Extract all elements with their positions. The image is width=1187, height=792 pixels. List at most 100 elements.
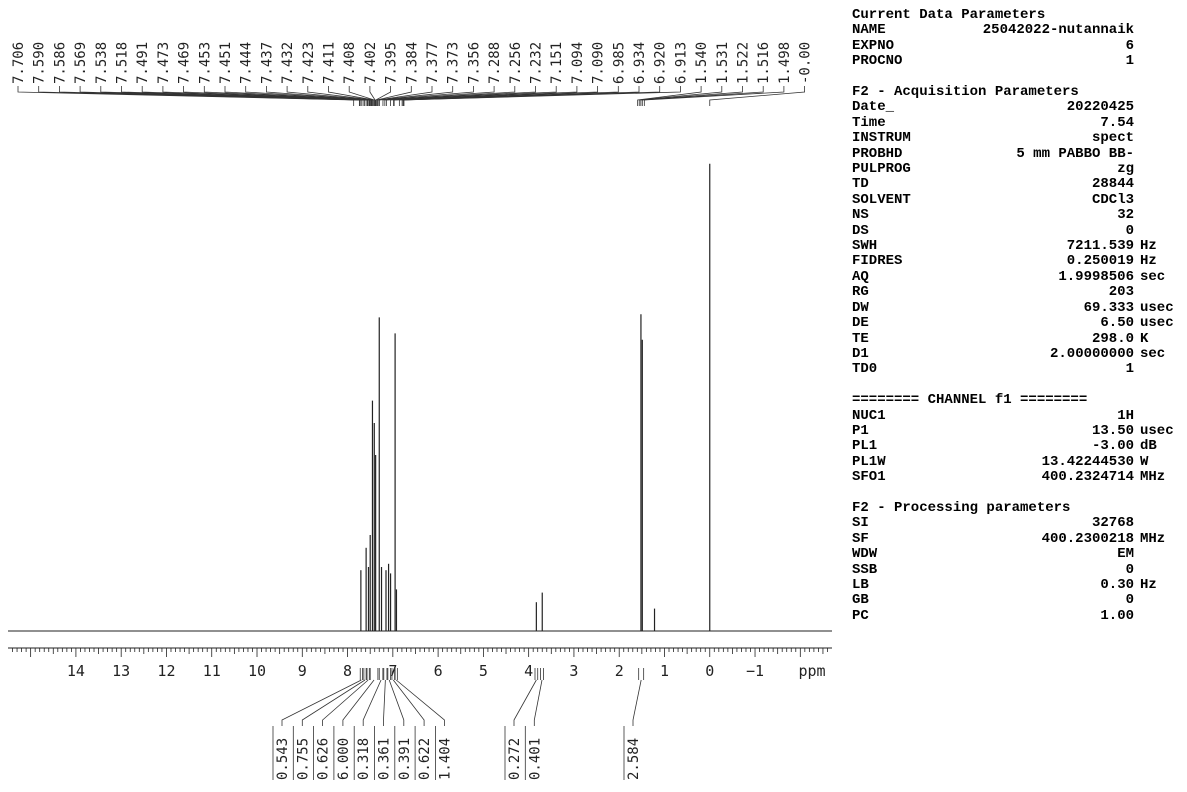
param-key: PROCNO (852, 53, 903, 70)
param-key: AQ (852, 268, 869, 285)
param-unit (1134, 147, 1184, 162)
param-value: 1 (1125, 361, 1134, 378)
param-row: NAME 25042022-nutannaik (852, 22, 1184, 38)
peak-label-leader (265, 86, 372, 106)
x-tick-label: 14 (67, 662, 85, 680)
integral-leader (301, 679, 366, 726)
param-value: 13.50 (1091, 422, 1134, 439)
integral-value: 0.755 (295, 738, 311, 780)
peak-label-leader (328, 86, 375, 106)
integral-leader (383, 679, 386, 726)
integral-leader (395, 679, 445, 726)
param-row: PC 1.00 (852, 607, 1184, 624)
x-tick-label: 7 (388, 662, 397, 680)
param-value: 1H (1117, 407, 1134, 424)
peak-label: 7.518 (115, 42, 131, 84)
param-unit (1134, 54, 1184, 69)
param-key: D1 (852, 345, 869, 362)
peak-label-leader (403, 86, 681, 106)
peak-label: 7.395 (384, 42, 400, 84)
param-row: SSB 0 (852, 561, 1184, 578)
peak-label: 7.437 (259, 42, 275, 84)
param-row: TD 28844 (852, 177, 1184, 193)
param-key: FIDRES (852, 253, 903, 270)
param-unit (1134, 409, 1184, 424)
param-key: PULPROG (852, 161, 911, 178)
param-value: 32 (1117, 207, 1134, 224)
param-value: zg (1117, 161, 1134, 178)
param-value: 0.250019 (1066, 253, 1134, 270)
param-key: NUC1 (852, 407, 886, 424)
integral-value: 2.584 (626, 738, 642, 780)
param-unit (1134, 593, 1184, 608)
peak-label: 6.934 (632, 42, 648, 84)
param-row: SI 32768 (852, 515, 1184, 532)
peak-label-leader (203, 86, 370, 106)
current-data-title: Current Data Parameters (852, 7, 1046, 23)
peak-label: 7.151 (549, 42, 565, 84)
param-key: RG (852, 284, 869, 301)
x-tick-label: 2 (615, 662, 624, 680)
integral-value: 0.622 (417, 738, 433, 780)
peak-label: 7.384 (404, 42, 420, 84)
param-value: 7211.539 (1066, 238, 1134, 255)
param-row: DE 6.50 usec (852, 315, 1184, 332)
peak-label-leader (183, 86, 369, 106)
peak-label: 1.516 (756, 42, 772, 84)
param-row: LB 0.30 Hz (852, 577, 1184, 593)
x-tick-label: 1 (660, 662, 669, 680)
peak-label-leader (382, 86, 495, 106)
param-value: 0 (1125, 561, 1134, 578)
peak-label: 1.522 (736, 42, 752, 84)
peak-label-leader (393, 86, 578, 106)
param-unit: usec (1140, 422, 1174, 439)
peak-label: 7.491 (135, 42, 151, 84)
param-row: SOLVENT CDCl3 (852, 192, 1184, 208)
param-unit (1134, 177, 1184, 192)
x-tick-label: 9 (298, 662, 307, 680)
param-key: PL1 (852, 438, 878, 455)
param-row: Date_ 20220425 (852, 100, 1184, 116)
param-row: INSTRUM spect (852, 130, 1184, 147)
current-data-section: Current Data Parameters NAME 25042022-nut… (852, 7, 1184, 70)
param-row: AQ 1.9998506 sec (852, 268, 1184, 285)
peak-label-leader (307, 86, 374, 106)
param-unit (1134, 609, 1184, 624)
param-value: 2.00000000 (1049, 345, 1134, 362)
peak-label: 7.586 (52, 42, 68, 84)
integral-value: 0.361 (377, 738, 393, 780)
peak-label: 7.356 (466, 42, 482, 84)
peak-label-leader (643, 86, 785, 106)
peak-label-leader (385, 86, 536, 106)
integral-leader (513, 679, 537, 726)
integral-value: 0.626 (316, 738, 332, 780)
param-value: 1.00 (1100, 607, 1134, 624)
peak-label: 7.473 (156, 42, 172, 84)
param-key: SI (852, 515, 869, 532)
x-axis: 14 13 12 11 10 9 8 7 6 5 4 3 2 1 0 −1 ppm (8, 647, 832, 680)
param-unit: Hz (1140, 253, 1157, 270)
param-row: PROCNO 1 (852, 53, 1184, 70)
param-unit: usec (1140, 299, 1174, 316)
peak-label-leader (640, 86, 743, 106)
peak-label: 6.920 (653, 42, 669, 84)
param-row: GB 0 (852, 592, 1184, 608)
peak-label: 7.706 (11, 42, 27, 84)
integral-leader (342, 679, 375, 726)
x-tick-label: 13 (112, 662, 130, 680)
param-key: DW (852, 299, 869, 316)
param-row: FIDRES 0.250019 Hz (852, 253, 1184, 270)
peak-label-leader (162, 86, 368, 106)
param-key: Time (852, 114, 886, 131)
param-unit: usec (1140, 315, 1174, 332)
param-unit (1134, 193, 1184, 208)
peak-label: -0.00 (798, 42, 814, 84)
peak-label: 7.432 (280, 42, 296, 84)
param-key: INSTRUM (852, 130, 911, 147)
param-value: 203 (1108, 284, 1134, 301)
peak-label: 7.453 (197, 42, 213, 84)
x-tick-label: 11 (203, 662, 221, 680)
param-unit: sec (1140, 268, 1166, 285)
peak-label: 7.377 (425, 42, 441, 84)
integral-group: 0.543 0.755 0.626 6.000 0.318 0.361 0.391 0.622… (272, 668, 645, 780)
